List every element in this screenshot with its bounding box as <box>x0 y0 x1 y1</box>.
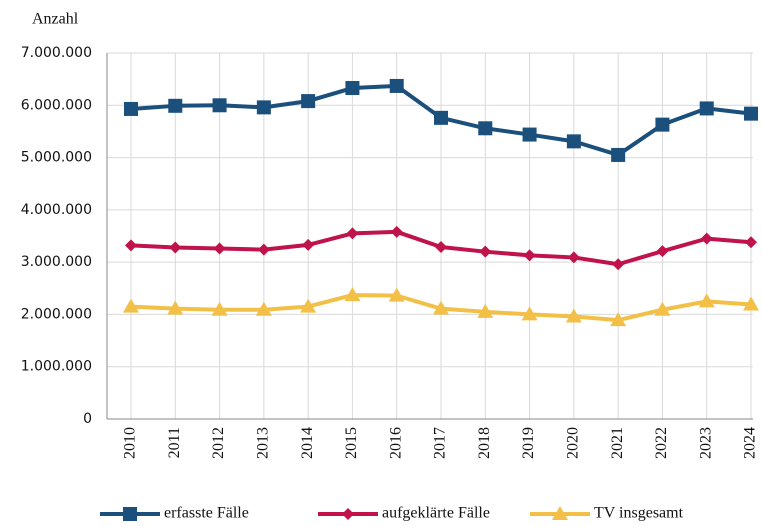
data-point <box>610 312 627 327</box>
data-point <box>698 293 715 308</box>
data-point <box>388 287 405 302</box>
data-point <box>256 100 271 115</box>
legend-label: aufgeklärte Fälle <box>382 505 490 522</box>
x-tick-label: 2019 <box>520 427 537 459</box>
data-point <box>346 227 359 240</box>
data-point <box>478 121 493 136</box>
data-point <box>654 301 671 316</box>
data-point <box>125 239 137 252</box>
data-point <box>434 110 448 125</box>
x-tick-label: 2021 <box>609 427 626 459</box>
data-point <box>611 147 626 162</box>
data-point <box>655 117 670 132</box>
data-point <box>745 236 757 249</box>
data-point <box>567 251 580 264</box>
x-tick-label: 2018 <box>476 427 493 459</box>
data-point <box>390 225 403 238</box>
data-point <box>167 300 184 315</box>
data-point <box>123 298 139 313</box>
y-tick-label: 3.000.000 <box>21 254 92 270</box>
legend-label: TV insgesamt <box>594 505 684 522</box>
data-point <box>389 78 404 93</box>
data-point <box>479 245 492 258</box>
x-tick-label: 2014 <box>299 427 316 459</box>
y-tick-label: 4.000.000 <box>21 202 92 218</box>
x-tick-label: 2017 <box>432 427 449 459</box>
data-point <box>213 242 226 255</box>
data-point <box>300 298 317 313</box>
data-point <box>301 94 316 109</box>
y-tick-label: 0 <box>83 411 92 427</box>
x-tick-label: 2015 <box>343 427 360 459</box>
data-point <box>435 240 447 253</box>
legend-marker <box>552 506 568 520</box>
x-tick-label: 2012 <box>210 427 227 459</box>
x-tick-label: 2016 <box>387 427 404 459</box>
data-point <box>477 303 494 318</box>
data-point <box>700 232 713 245</box>
data-point <box>523 249 536 262</box>
data-point <box>522 127 537 142</box>
data-point <box>169 241 182 254</box>
data-point <box>345 81 360 96</box>
data-point <box>656 245 669 258</box>
x-tick-label: 2011 <box>166 427 183 458</box>
data-point <box>743 296 759 311</box>
data-point <box>612 258 625 271</box>
y-tick-label: 1.000.000 <box>21 359 92 375</box>
y-axis-title: Anzahl <box>32 11 79 28</box>
data-point <box>212 98 227 113</box>
y-tick-label: 7.000.000 <box>21 45 92 61</box>
legend-marker <box>342 508 354 520</box>
data-point <box>255 301 272 316</box>
x-tick-label: 2013 <box>255 427 272 459</box>
x-tick-label: 2010 <box>122 427 139 459</box>
data-point <box>257 243 270 256</box>
x-tick-label: 2024 <box>742 427 759 459</box>
x-tick-label: 2020 <box>565 427 582 459</box>
x-tick-label: 2022 <box>653 427 670 459</box>
y-tick-label: 5.000.000 <box>21 150 92 166</box>
data-point <box>124 101 138 116</box>
legend-label: erfasste Fälle <box>164 505 249 522</box>
data-point <box>744 106 758 121</box>
data-point <box>302 238 315 251</box>
data-point <box>168 98 183 113</box>
data-point <box>211 301 228 316</box>
data-point <box>433 300 449 315</box>
legend-marker <box>123 507 137 521</box>
data-point <box>699 101 714 116</box>
data-point <box>344 287 361 302</box>
data-point <box>566 134 581 149</box>
y-tick-label: 6.000.000 <box>21 97 92 113</box>
x-tick-label: 2023 <box>697 427 714 459</box>
data-point <box>565 308 582 323</box>
data-point <box>521 306 538 321</box>
y-tick-label: 2.000.000 <box>21 306 92 322</box>
